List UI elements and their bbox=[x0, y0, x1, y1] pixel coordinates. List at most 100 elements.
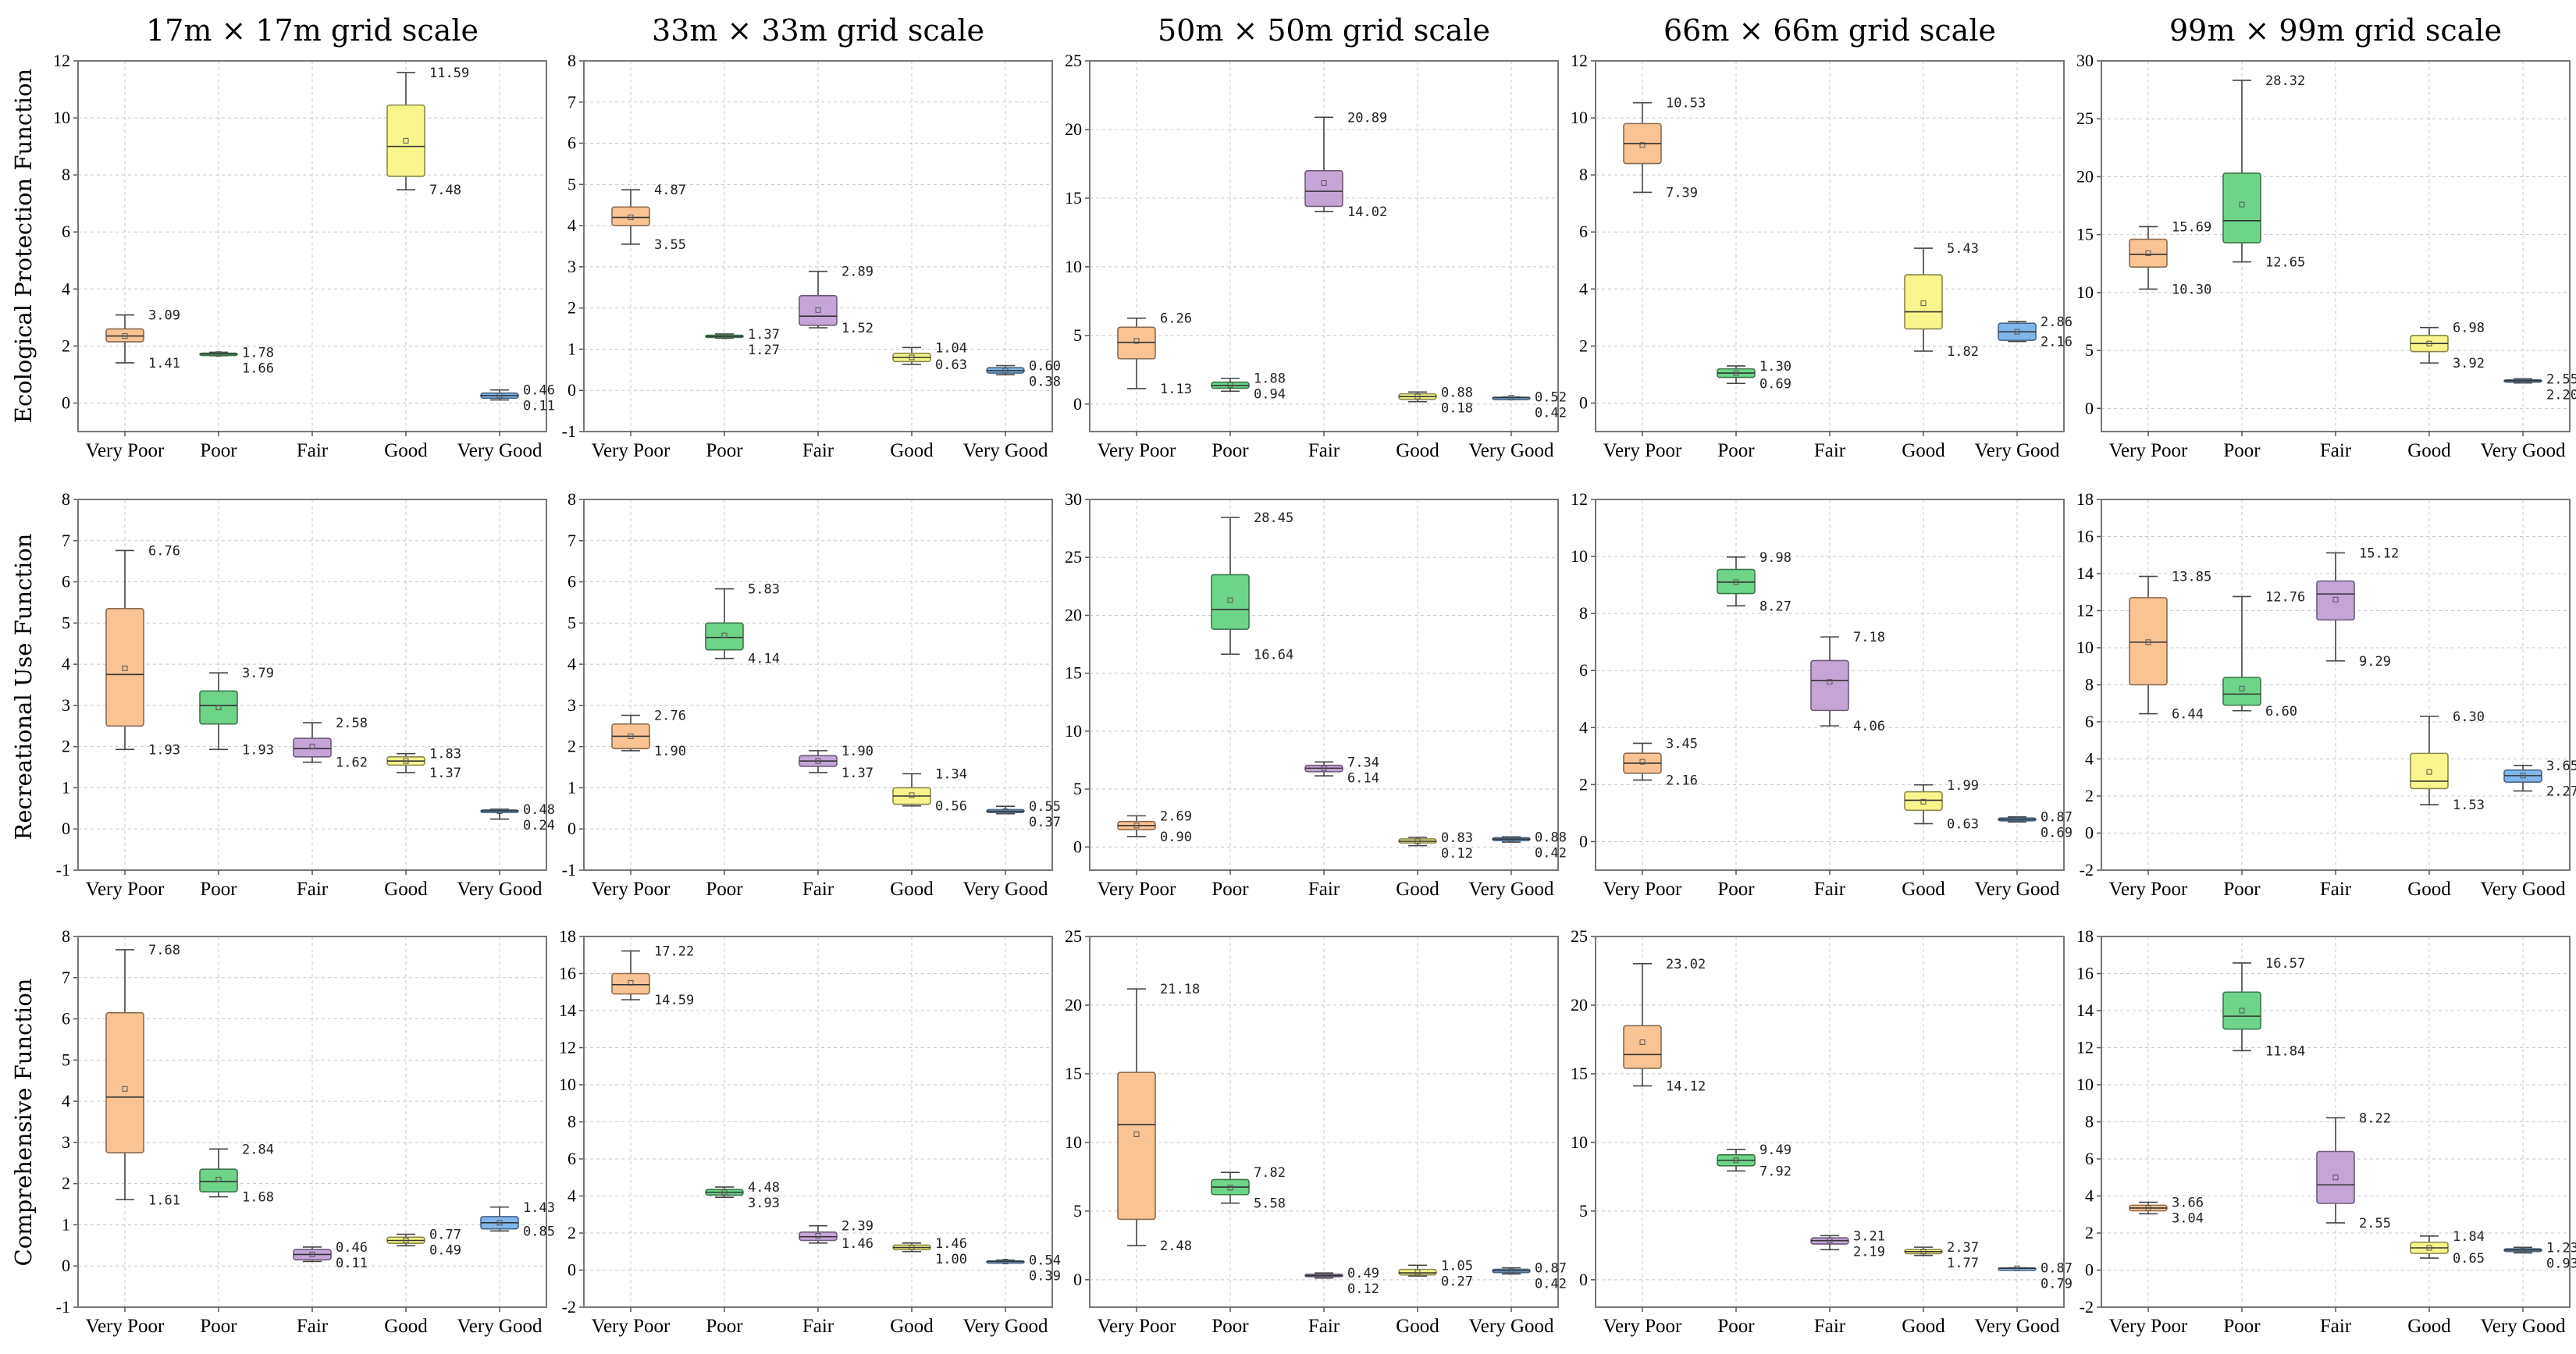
y-tick-label: 4 bbox=[568, 1186, 576, 1206]
mean-marker bbox=[215, 351, 222, 357]
min-value-label: 2.48 bbox=[1160, 1239, 1192, 1254]
x-tick-label: Poor bbox=[706, 440, 743, 461]
max-value-label: 0.54 bbox=[1029, 1253, 1061, 1269]
x-tick-label: Very Good bbox=[457, 879, 543, 900]
box-fair: 20.89 14.02 bbox=[1304, 110, 1387, 220]
box-good: 0.880.18 bbox=[1398, 385, 1473, 416]
max-value-label: 1.90 bbox=[841, 744, 873, 759]
y-tick-label: 10 bbox=[1065, 257, 1082, 276]
y-tick-label: 16 bbox=[559, 964, 576, 983]
box-iqr bbox=[1398, 1268, 1437, 1276]
min-value-label: 1.27 bbox=[748, 343, 780, 358]
y-tick-label: 15 bbox=[1571, 1064, 1588, 1083]
y-tick-label: 7 bbox=[568, 92, 576, 112]
box-good: 1.461.00 bbox=[892, 1236, 967, 1267]
y-tick-label: 0 bbox=[1073, 837, 1082, 856]
y-tick-label: 18 bbox=[2076, 489, 2094, 509]
min-value-label: 9.29 bbox=[2359, 654, 2391, 670]
min-value-label: 0.38 bbox=[1029, 375, 1061, 390]
max-value-label: 28.32 bbox=[2265, 73, 2305, 89]
box-iqr bbox=[1117, 1071, 1156, 1221]
box-poor: 9.98 8.27 bbox=[1717, 550, 1791, 614]
box-very-good: 2.552.20 bbox=[2503, 371, 2576, 403]
x-tick-label: Fair bbox=[2320, 440, 2352, 461]
box-very-good: 0.480.24 bbox=[480, 802, 555, 833]
box-iqr bbox=[2222, 677, 2261, 706]
box-very-poor: 10.53 7.39 bbox=[1623, 96, 1706, 201]
mean-marker bbox=[628, 215, 634, 221]
box-good: 0.830.12 bbox=[1398, 830, 1473, 862]
min-value-label: 1.52 bbox=[841, 321, 873, 336]
y-tick-label: 25 bbox=[1571, 926, 1588, 946]
row-label-recreational: Recreational Use Function bbox=[10, 534, 37, 840]
box-very-good: 0.520.42 bbox=[1492, 390, 1567, 421]
x-tick-label: Poor bbox=[1717, 440, 1755, 461]
x-tick-label: Poor bbox=[1212, 1316, 1249, 1337]
box-iqr bbox=[199, 1168, 238, 1193]
box-iqr bbox=[199, 690, 238, 725]
y-tick-label: 4 bbox=[62, 279, 70, 298]
max-value-label: 2.86 bbox=[2041, 315, 2073, 330]
y-tick-label: 6 bbox=[568, 572, 576, 592]
x-tick-label: Very Poor bbox=[1603, 1316, 1682, 1337]
box-very-good: 0.600.38 bbox=[986, 359, 1061, 390]
min-value-label: 0.65 bbox=[2453, 1251, 2485, 1267]
min-value-label: 0.90 bbox=[1160, 830, 1192, 845]
y-tick-label: 12 bbox=[1571, 489, 1588, 509]
x-tick-label: Very Poor bbox=[592, 1316, 671, 1337]
max-value-label: 0.55 bbox=[1029, 799, 1061, 815]
mean-marker bbox=[815, 307, 821, 313]
min-value-label: 1.82 bbox=[1947, 344, 1979, 360]
panel-0-3: 0 2 4 6 8 10 12 Very Poor Poor Fair Good Very Good 1… bbox=[1571, 51, 2073, 461]
max-value-label: 8.22 bbox=[2359, 1111, 2391, 1126]
box-very-poor: 2.69 0.90 bbox=[1117, 808, 1192, 845]
box-iqr bbox=[105, 608, 144, 727]
y-tick-label: 2 bbox=[568, 1223, 576, 1242]
box-very-good: 0.870.79 bbox=[1998, 1261, 2073, 1292]
x-tick-label: Poor bbox=[200, 440, 237, 461]
max-value-label: 6.98 bbox=[2453, 321, 2485, 336]
min-value-label: 1.13 bbox=[1160, 382, 1192, 397]
mean-marker bbox=[1321, 180, 1327, 187]
y-tick-label: 10 bbox=[2076, 1075, 2094, 1094]
mean-marker bbox=[2332, 596, 2339, 602]
max-value-label: 9.49 bbox=[1759, 1143, 1791, 1158]
y-tick-label: 1 bbox=[568, 339, 576, 358]
box-good: 0.770.49 bbox=[386, 1228, 461, 1259]
y-tick-label: 5 bbox=[1073, 779, 1082, 798]
max-value-label: 6.30 bbox=[2453, 709, 2485, 725]
y-tick-label: 30 bbox=[2076, 51, 2094, 70]
box-very-good: 0.870.69 bbox=[1998, 810, 2073, 841]
x-tick-label: Good bbox=[1902, 440, 1945, 461]
box-very-good: 2.86 2.16 bbox=[1998, 315, 2073, 350]
y-tick-label: 12 bbox=[2076, 601, 2094, 620]
y-tick-label: 25 bbox=[1065, 547, 1082, 567]
box-poor: 1.880.94 bbox=[1211, 371, 1286, 403]
max-value-label: 1.23 bbox=[2546, 1240, 2576, 1256]
max-value-label: 5.83 bbox=[748, 582, 780, 598]
y-tick-label: 15 bbox=[1065, 1064, 1082, 1083]
x-tick-label: Fair bbox=[802, 440, 834, 461]
box-iqr bbox=[799, 295, 838, 326]
max-value-label: 17.22 bbox=[654, 944, 694, 960]
mean-marker bbox=[2520, 378, 2526, 384]
box-very-good: 0.880.42 bbox=[1492, 830, 1567, 861]
y-tick-label: 7 bbox=[568, 531, 576, 550]
y-tick-label: 5 bbox=[62, 1050, 70, 1069]
mean-marker bbox=[1321, 1273, 1327, 1279]
max-value-label: 3.45 bbox=[1666, 736, 1698, 752]
x-tick-label: Very Good bbox=[2480, 1316, 2566, 1337]
max-value-label: 7.82 bbox=[1254, 1165, 1286, 1181]
panel-0-2: 0 5 10 15 20 25 Very Poor Poor Fair Good Very Good… bbox=[1065, 51, 1567, 461]
mean-marker bbox=[403, 1238, 409, 1243]
y-tick-label: 2 bbox=[568, 737, 576, 756]
box-very-poor: 4.87 3.55 bbox=[611, 183, 686, 253]
box-iqr bbox=[105, 1011, 144, 1153]
min-value-label: 0.85 bbox=[523, 1224, 555, 1239]
min-value-label: 1.46 bbox=[841, 1236, 873, 1252]
box-iqr bbox=[293, 737, 332, 758]
y-tick-label: 2 bbox=[1579, 336, 1588, 355]
min-value-label: 3.92 bbox=[2453, 356, 2485, 371]
x-tick-label: Very Good bbox=[962, 1316, 1048, 1337]
mean-marker bbox=[215, 705, 222, 711]
